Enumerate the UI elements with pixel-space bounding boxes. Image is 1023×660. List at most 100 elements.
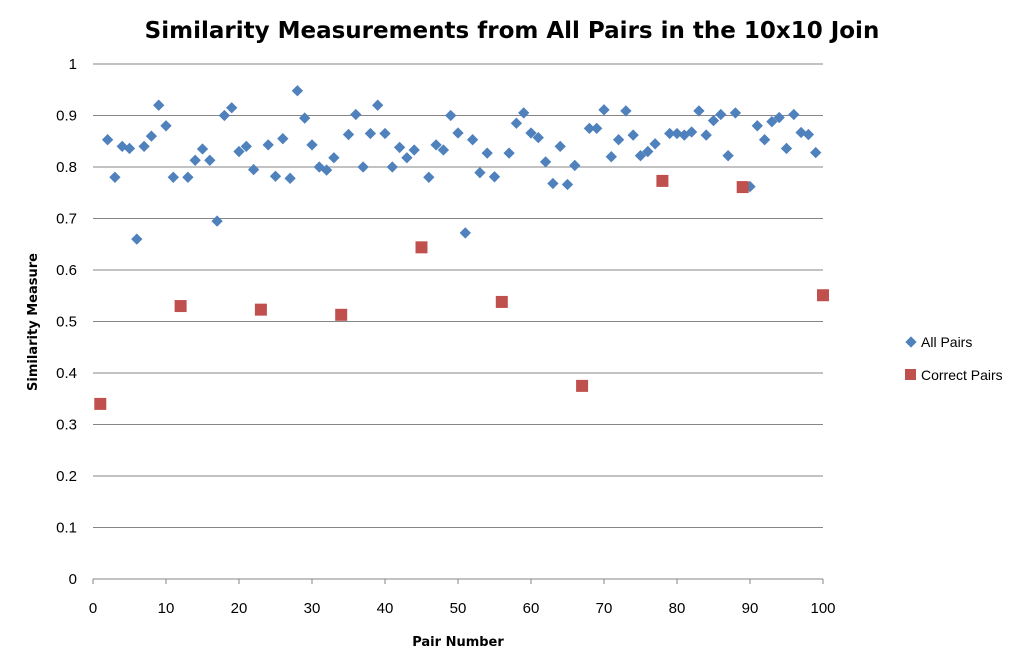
all-pairs-point [211,215,223,227]
all-pairs-point [620,105,632,117]
y-axis-ticks: 0 0.1 0.2 0.3 0.4 0.5 0.6 0.7 0.8 0.9 1 [56,56,77,588]
x-tick-label: 100 [810,600,835,617]
all-pairs-point [204,154,216,166]
x-tick-label: 70 [596,600,613,617]
correct-pairs-point [736,181,749,194]
all-pairs-point [430,139,442,151]
all-pairs-point [452,127,464,139]
correct-pairs-point [495,295,508,308]
all-pairs-point [525,127,537,139]
all-pairs-point [810,146,822,159]
all-pairs-point [510,117,523,129]
y-axis-title: Similarity Measure [26,253,41,391]
all-pairs-point [291,85,304,97]
all-pairs-point [182,171,194,183]
gridlines [93,63,823,580]
x-axis-ticks: 0 10 20 30 40 50 60 70 80 90 100 [89,579,836,617]
all-pairs-point [445,109,457,122]
all-pairs-point [350,108,362,121]
y-tick-label: 0.8 [56,159,77,176]
chart-title: Similarity Measurements from All Pairs i… [145,18,880,44]
all-pairs-point [218,109,231,122]
x-tick-label: 40 [377,600,394,617]
all-pairs-point [145,130,158,142]
all-pairs-point [591,122,603,135]
all-pairs-point [612,134,625,146]
all-pairs-point [649,138,661,150]
all-pairs-point [196,143,209,155]
all-pairs-point [685,126,698,138]
all-pairs-point [401,152,413,164]
legend-item-all-pairs: All Pairs [905,334,972,350]
x-tick-label: 30 [304,600,321,617]
y-tick-label: 0.2 [56,468,77,485]
legend-item-correct-pairs: Correct Pairs [905,367,1003,383]
all-pairs-point [547,177,559,190]
all-pairs-point [474,167,486,179]
all-pairs-point [671,127,683,140]
all-pairs-point [722,150,734,162]
series-all-pairs [101,85,822,245]
all-pairs-point [342,128,355,141]
all-pairs-point [372,99,384,111]
x-tick-label: 0 [89,600,97,617]
y-tick-label: 0.9 [56,108,77,125]
all-pairs-point [642,145,654,158]
all-pairs-point [605,151,617,163]
all-pairs-point [459,227,471,239]
all-pairs-point [364,127,377,140]
x-tick-label: 80 [669,600,686,617]
all-pairs-point [189,154,201,166]
all-pairs-point [539,156,552,168]
all-pairs-point [751,120,763,132]
y-tick-label: 1 [69,56,77,73]
legend: All Pairs Correct Pairs [905,334,1003,383]
all-pairs-point [423,171,435,183]
y-tick-label: 0.4 [56,365,77,382]
legend-square-icon [905,369,916,380]
legend-diamond-icon [905,336,917,348]
all-pairs-point [131,233,143,245]
all-pairs-point [802,128,815,141]
all-pairs-point [627,129,639,141]
correct-pairs-point [656,174,669,187]
correct-pairs-point [817,289,829,302]
all-pairs-point [481,147,493,159]
all-pairs-point [160,120,172,132]
correct-pairs-point [415,241,428,254]
all-pairs-point [277,133,289,145]
all-pairs-point [569,159,581,172]
all-pairs-point [153,99,165,111]
all-pairs-point [138,140,150,153]
all-pairs-point [393,141,406,154]
all-pairs-point [240,140,252,153]
all-pairs-point [101,134,114,146]
all-pairs-point [167,171,179,183]
all-pairs-point [247,163,260,176]
all-pairs-point [554,140,566,153]
all-pairs-point [664,127,676,140]
y-tick-label: 0.5 [56,314,77,331]
all-pairs-point [299,112,311,124]
all-pairs-point [408,144,420,156]
all-pairs-point [634,150,647,162]
correct-pairs-point [335,308,348,321]
all-pairs-point [466,134,479,146]
y-tick-label: 0 [69,571,77,588]
all-pairs-point [226,102,238,114]
all-pairs-point [320,164,333,176]
x-tick-label: 20 [231,600,248,617]
correct-pairs-point [254,303,267,316]
all-pairs-point [788,108,800,121]
all-pairs-point [693,105,705,117]
legend-label-correct-pairs: Correct Pairs [921,367,1003,383]
plot-area [94,85,829,410]
all-pairs-point [284,172,296,184]
all-pairs-point [437,144,450,156]
correct-pairs-point [576,379,589,392]
all-pairs-point [357,161,369,173]
all-pairs-point [561,178,574,191]
all-pairs-point [379,127,391,140]
y-tick-label: 0.6 [56,262,77,279]
all-pairs-point [532,131,544,144]
